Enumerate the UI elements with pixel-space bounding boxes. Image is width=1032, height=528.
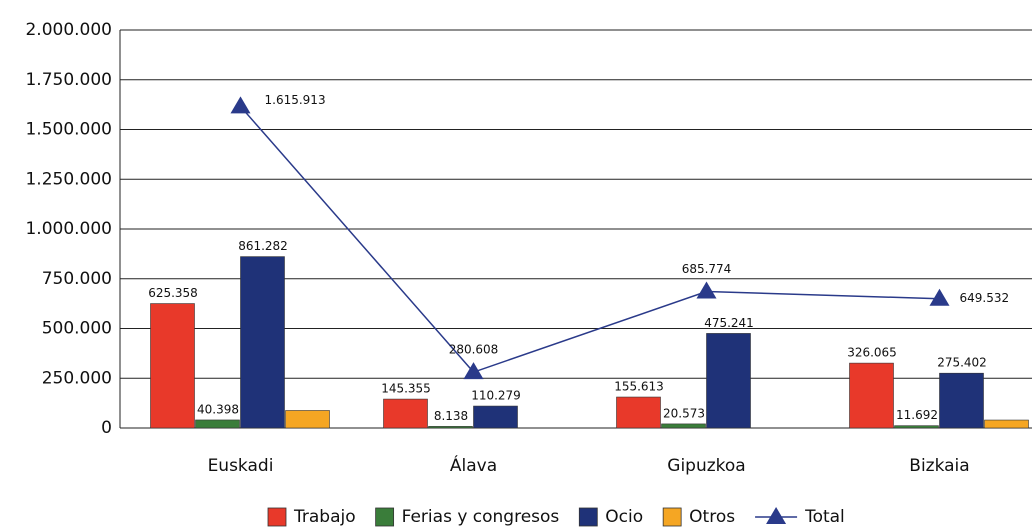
data-label: 649.532	[960, 291, 1010, 305]
total-marker	[696, 281, 717, 299]
total-marker	[230, 96, 251, 114]
y-tick-label: 0	[101, 418, 112, 438]
data-label: 40.398	[197, 402, 239, 416]
data-label: 326.065	[847, 346, 897, 360]
y-tick-label: 250.000	[42, 368, 112, 388]
data-label: 8.138	[434, 409, 468, 423]
total-line	[239, 105, 940, 374]
y-tick-label: 2.000.000	[25, 20, 112, 40]
bar	[661, 423, 706, 429]
bar	[616, 396, 661, 429]
data-label: 155.613	[614, 380, 664, 394]
legend-label: Ferias y congresos	[402, 507, 560, 527]
bar	[285, 410, 330, 429]
total-marker	[463, 362, 484, 380]
bar	[984, 419, 1029, 429]
data-label: 280.608	[449, 343, 499, 357]
x-tick-label: Euskadi	[208, 456, 274, 476]
y-tick-label: 1.250.000	[25, 169, 112, 189]
y-tick-label: 1.000.000	[25, 219, 112, 239]
legend-swatch	[267, 507, 287, 527]
bar	[428, 426, 473, 429]
data-label: 11.692	[896, 408, 938, 422]
data-label: 20.573	[663, 406, 705, 420]
x-tick-label: Bizkaia	[909, 456, 969, 476]
y-tick-label: 1.750.000	[25, 70, 112, 90]
bar	[383, 398, 428, 429]
data-label: 110.279	[471, 389, 521, 403]
y-tick-label: 1.500.000	[25, 120, 112, 140]
bar	[894, 425, 939, 429]
bar	[150, 303, 195, 429]
data-label: 1.615.913	[265, 93, 326, 107]
bar	[706, 333, 751, 429]
legend-swatch	[662, 507, 682, 527]
legend-marker	[766, 507, 787, 524]
x-tick-label: Álava	[450, 454, 497, 476]
data-label: 145.355	[381, 382, 431, 396]
y-tick-label: 500.000	[42, 319, 112, 339]
bar	[473, 405, 518, 429]
y-tick-label: 750.000	[42, 269, 112, 289]
x-tick-label: Gipuzkoa	[667, 456, 745, 476]
bar	[195, 419, 240, 429]
legend-label: Trabajo	[293, 507, 356, 527]
bar	[240, 256, 285, 429]
data-label: 685.774	[682, 262, 732, 276]
bar	[849, 362, 894, 429]
data-label: 625.358	[148, 286, 198, 300]
legend-swatch	[578, 507, 598, 527]
legend-label: Ocio	[605, 507, 643, 527]
data-label: 861.282	[238, 239, 288, 253]
data-label: 275.402	[937, 356, 987, 370]
legend-label: Otros	[689, 507, 735, 527]
data-label: 475.241	[704, 316, 754, 330]
legend-label: Total	[804, 507, 845, 527]
bar	[939, 372, 984, 429]
total-marker	[929, 288, 950, 306]
legend-swatch	[375, 507, 395, 527]
